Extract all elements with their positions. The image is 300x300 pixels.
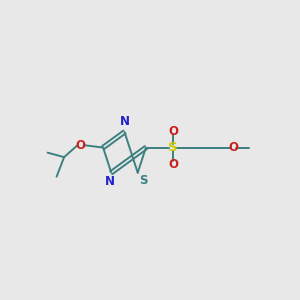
Text: O: O — [76, 139, 85, 152]
Text: N: N — [105, 175, 115, 188]
Text: O: O — [168, 124, 178, 137]
Text: S: S — [139, 174, 148, 187]
Text: S: S — [168, 141, 178, 154]
Text: O: O — [228, 141, 238, 154]
Text: N: N — [119, 116, 130, 128]
Text: O: O — [168, 158, 178, 170]
